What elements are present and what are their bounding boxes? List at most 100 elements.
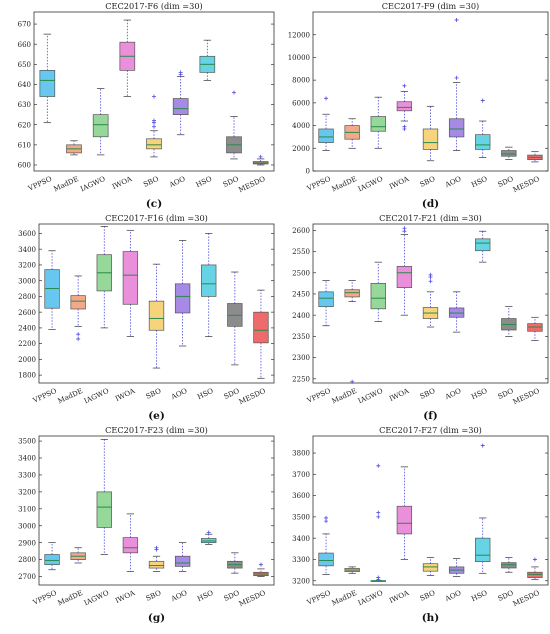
chart-panel: CEC2017-F27 (dim =30) 3200 3300 3400 3500 360… bbox=[292, 425, 549, 624]
outlier-marker bbox=[350, 379, 355, 384]
y-tick-label: 620 bbox=[18, 121, 31, 129]
outlier-marker bbox=[376, 463, 381, 468]
outlier-marker bbox=[428, 279, 433, 284]
box-body bbox=[501, 562, 517, 569]
box-body bbox=[475, 238, 491, 252]
box-iwoa: IWOA bbox=[388, 226, 413, 403]
outlier-marker bbox=[152, 124, 156, 129]
box-body bbox=[70, 295, 86, 310]
box-iagwo: IAGWO bbox=[357, 96, 386, 193]
y-tick-label: 630 bbox=[18, 101, 31, 109]
y-tick-label: 4000 bbox=[292, 122, 310, 130]
chart-title: CEC2017-F23 (dim =30) bbox=[105, 425, 208, 435]
box-sdo: SDO bbox=[497, 306, 517, 401]
outlier-marker bbox=[324, 96, 329, 101]
panel-label: (g) bbox=[148, 612, 165, 624]
x-tick-label: HSO bbox=[470, 387, 489, 401]
outlier-marker bbox=[152, 94, 156, 99]
y-tick-label: 3000 bbox=[18, 277, 36, 285]
outlier-marker bbox=[76, 336, 81, 341]
panel-label: (f) bbox=[423, 410, 437, 422]
box-iwoa: IWOA bbox=[114, 513, 139, 605]
x-tick-label: MESDO bbox=[237, 175, 266, 194]
outlier-marker bbox=[532, 557, 537, 562]
outlier-marker bbox=[324, 515, 329, 520]
box-hso: HSO bbox=[196, 530, 217, 603]
box-body bbox=[344, 289, 360, 298]
y-tick-label: 2400 bbox=[18, 325, 36, 333]
y-tick-label: 3300 bbox=[292, 556, 310, 564]
plot-frame bbox=[312, 435, 549, 586]
y-tick-label: 3700 bbox=[292, 471, 310, 479]
box-hso: HSO bbox=[470, 98, 491, 189]
box-madde: MadDE bbox=[331, 566, 360, 607]
box-body bbox=[396, 505, 413, 535]
box-iagwo: IAGWO bbox=[83, 226, 112, 405]
x-tick-label: VPPSO bbox=[305, 589, 332, 607]
box-aoo: AOO bbox=[167, 70, 189, 190]
box-body bbox=[201, 264, 217, 297]
y-tick-label: 6000 bbox=[292, 99, 310, 107]
x-tick-label: IAGWO bbox=[79, 175, 106, 193]
y-tick-label: 2350 bbox=[292, 333, 310, 341]
box-sbo: SBO bbox=[419, 272, 439, 401]
x-tick-label: IAGWO bbox=[357, 589, 384, 607]
y-tick-label: 8000 bbox=[292, 77, 310, 85]
box-body bbox=[172, 98, 189, 115]
box-sbo: SBO bbox=[145, 545, 165, 603]
y-tick-label: 2200 bbox=[18, 340, 36, 348]
box-hso: HSO bbox=[470, 230, 491, 401]
y-tick-label: 2800 bbox=[18, 556, 36, 564]
outlier-marker bbox=[206, 530, 211, 535]
y-tick-label: 3800 bbox=[292, 450, 310, 458]
box-hso: HSO bbox=[470, 443, 491, 603]
x-tick-label: VPPSO bbox=[31, 589, 58, 607]
box-madde: MadDE bbox=[331, 280, 360, 405]
y-tick-label: 2000 bbox=[18, 356, 36, 364]
box-body bbox=[122, 537, 139, 554]
box-body bbox=[422, 128, 439, 150]
x-tick-label: IWOA bbox=[388, 387, 411, 403]
y-tick-label: 610 bbox=[18, 141, 31, 149]
chart-title: CEC2017-F16 (dim =30) bbox=[105, 213, 208, 223]
box-body bbox=[370, 283, 386, 310]
outlier-marker bbox=[154, 545, 159, 550]
y-tick-label: 670 bbox=[18, 21, 31, 29]
box-body bbox=[448, 118, 465, 138]
x-tick-label: MESDO bbox=[512, 175, 541, 194]
box-iagwo: IAGWO bbox=[83, 439, 112, 607]
y-tick-label: 2000 bbox=[292, 145, 310, 153]
y-tick-label: 2300 bbox=[292, 354, 310, 362]
x-tick-label: IWOA bbox=[111, 175, 134, 191]
box-sbo: SBO bbox=[419, 556, 439, 603]
plot-frame bbox=[312, 223, 549, 384]
box-iwoa: IWOA bbox=[114, 229, 139, 403]
x-tick-label: IWOA bbox=[388, 175, 411, 191]
y-tick-label: 3200 bbox=[18, 488, 36, 496]
x-tick-label: IAGWO bbox=[83, 387, 110, 405]
panel-label: (c) bbox=[146, 198, 162, 210]
x-tick-label: MESDO bbox=[512, 387, 541, 406]
x-tick-label: HSO bbox=[470, 589, 489, 603]
y-tick-label: 2600 bbox=[292, 227, 310, 235]
box-iwoa: IWOA bbox=[111, 19, 136, 191]
box-sdo: SDO bbox=[223, 552, 243, 603]
box-sbo: SBO bbox=[142, 94, 162, 189]
outlier-marker bbox=[480, 98, 485, 103]
x-tick-label: VPPSO bbox=[305, 387, 332, 405]
panel-label: (h) bbox=[422, 612, 440, 624]
y-tick-label: 2250 bbox=[292, 375, 310, 383]
box-sbo: SBO bbox=[419, 105, 439, 189]
x-tick-label: MadDE bbox=[331, 387, 358, 405]
box-body bbox=[318, 291, 334, 308]
y-tick-label: 3600 bbox=[292, 492, 310, 500]
box-body bbox=[92, 114, 109, 138]
box-mesdo: MESDO bbox=[512, 316, 543, 406]
chart-panel: CEC2017-F21 (dim =30) 2250 2300 2350 2400 245… bbox=[292, 213, 549, 422]
box-body bbox=[527, 571, 543, 578]
box-sbo: SBO bbox=[145, 263, 165, 401]
x-tick-label: IAGWO bbox=[357, 387, 384, 405]
box-iwoa: IWOA bbox=[388, 83, 413, 191]
plot-frame bbox=[33, 11, 275, 172]
